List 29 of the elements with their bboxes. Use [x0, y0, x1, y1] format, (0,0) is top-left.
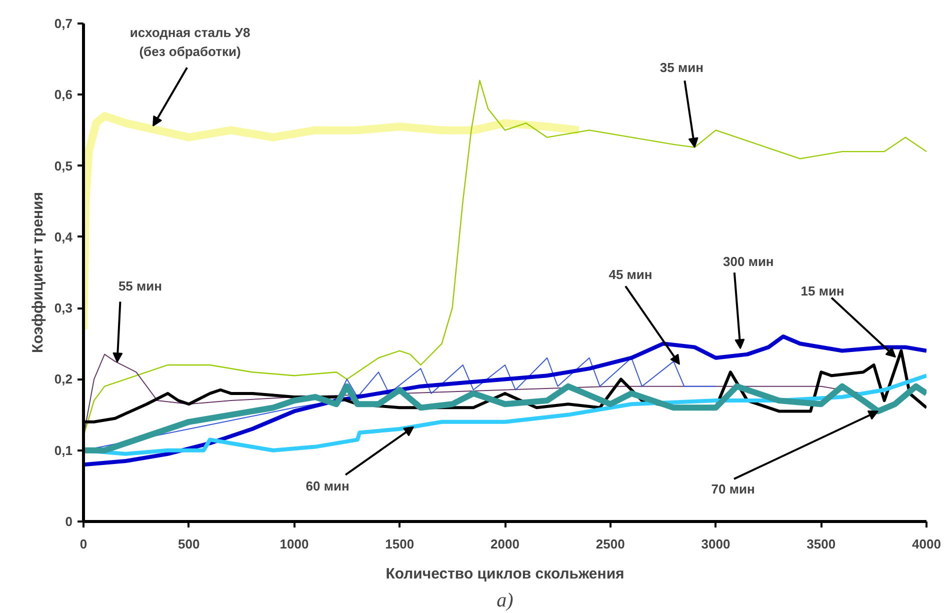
- x-tick-label: 1000: [280, 536, 309, 552]
- y-tick-label: 0,3: [54, 300, 73, 316]
- annotation: 15 мин: [800, 284, 844, 299]
- y-axis-title: Коэффициент трения: [29, 192, 46, 354]
- annotation: 300 мин: [723, 254, 774, 270]
- annotation: 45 мин: [608, 266, 652, 282]
- x-tick-label: 1500: [385, 536, 414, 552]
- x-tick-label: 500: [178, 536, 200, 552]
- y-tick-label: 0: [65, 514, 73, 529]
- annotation: исходная сталь У8 (без обработки): [130, 24, 250, 59]
- annotation: 35 мин: [660, 60, 704, 75]
- annotation: 70 мин: [711, 482, 755, 497]
- y-tick-label: 0,6: [54, 87, 73, 102]
- x-tick-label: 3000: [701, 536, 730, 552]
- annotation: 55 мин: [118, 278, 162, 294]
- y-tick-label: 0,4: [54, 229, 74, 244]
- text: а): [496, 590, 514, 612]
- y-tick-label: 0,5: [54, 158, 73, 174]
- y-tick-label: 0,1: [54, 442, 73, 458]
- y-tick-label: 0,2: [54, 372, 73, 387]
- y-tick-label: 0,7: [54, 16, 73, 31]
- x-tick-label: 4000: [912, 536, 941, 552]
- x-tick-label: 0: [80, 536, 88, 552]
- annotation: 60 мин: [306, 478, 350, 494]
- line-series: [84, 334, 926, 467]
- x-tick-label: 2500: [596, 536, 625, 552]
- x-tick-label: 2000: [490, 536, 520, 552]
- x-axis-title: Количество циклов скольжения: [386, 566, 624, 582]
- x-tick-label: 3500: [806, 536, 836, 552]
